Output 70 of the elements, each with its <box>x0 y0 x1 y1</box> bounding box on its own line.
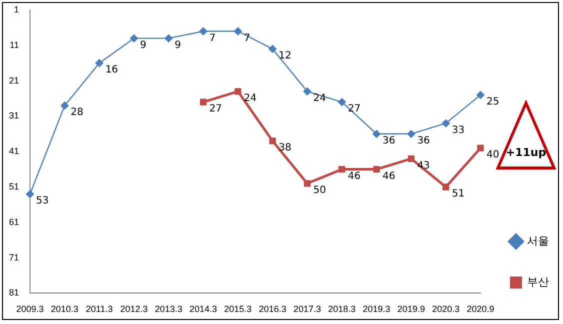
legend-label: 부산 <box>527 276 549 289</box>
point <box>95 59 104 68</box>
point <box>26 190 34 198</box>
data-label: 16 <box>105 64 118 76</box>
x-tick-label: 2018.3 <box>328 304 356 314</box>
data-label: 9 <box>140 40 146 51</box>
x-tick-label: 2019.9 <box>397 304 425 314</box>
y-tick-label: 51 <box>8 181 20 192</box>
data-label: 53 <box>36 196 49 207</box>
x-tick-label: 2009.3 <box>16 304 44 314</box>
point <box>373 166 380 173</box>
point <box>200 98 207 106</box>
x-tick-label: 2011.3 <box>86 304 113 314</box>
y-tick-label: 81 <box>8 288 20 298</box>
data-label: 9 <box>174 40 181 51</box>
data-label: 50 <box>313 185 326 196</box>
data-label: 46 <box>348 170 361 182</box>
data-label: 46 <box>382 170 396 182</box>
y-tick-label: 71 <box>8 252 20 262</box>
data-label: 28 <box>70 107 84 118</box>
point <box>199 27 208 36</box>
point <box>477 144 484 152</box>
point <box>408 155 415 162</box>
data-label: 24 <box>313 93 326 104</box>
x-tick-label: 2016.3 <box>258 304 286 314</box>
data-label: 38 <box>278 142 292 154</box>
y-tick-label: 41 <box>8 146 20 156</box>
x-tick-label: 2020.9 <box>466 304 494 314</box>
data-label: 40 <box>486 150 500 161</box>
point <box>407 130 416 138</box>
data-label: 36 <box>417 135 430 146</box>
point <box>268 44 277 53</box>
data-label: 33 <box>452 124 465 136</box>
point <box>234 27 242 36</box>
point <box>338 98 346 106</box>
y-tick-label: 1 <box>14 4 20 14</box>
x-tick-label: 2019.3 <box>362 304 390 314</box>
data-label: 51 <box>452 188 465 200</box>
data-label: 7 <box>209 32 216 44</box>
x-tick-label: 2020.3 <box>432 304 460 314</box>
point <box>372 130 381 138</box>
x-tick-label: 2013.3 <box>154 304 182 314</box>
x-tick-label: 2012.3 <box>120 304 148 314</box>
legend-label: 서울 <box>527 236 549 248</box>
y-tick-label: 61 <box>8 216 20 227</box>
point <box>60 102 69 110</box>
x-tick-label: 2015.3 <box>224 304 252 314</box>
point <box>338 166 346 173</box>
x-tick-label: 2014.3 <box>190 304 218 314</box>
point <box>234 88 242 95</box>
point <box>303 87 312 96</box>
y-tick-label: 31 <box>8 110 20 121</box>
point <box>269 138 276 144</box>
point <box>130 34 138 42</box>
point <box>476 90 484 99</box>
data-label: 27 <box>209 104 222 115</box>
x-tick-label: 2010.3 <box>50 304 78 314</box>
x-tick-label: 2017.3 <box>293 304 321 314</box>
point <box>164 34 173 42</box>
data-label: 24 <box>244 93 257 104</box>
data-label: 36 <box>382 135 396 146</box>
data-label: 25 <box>486 96 500 108</box>
y-tick-label: 21 <box>8 75 20 86</box>
data-label: 12 <box>278 50 292 62</box>
text: +11up <box>506 146 546 159</box>
point <box>442 119 450 128</box>
point <box>442 184 450 190</box>
y-tick-label: 11 <box>10 40 20 50</box>
data-label: 27 <box>348 104 361 115</box>
point <box>304 180 311 187</box>
